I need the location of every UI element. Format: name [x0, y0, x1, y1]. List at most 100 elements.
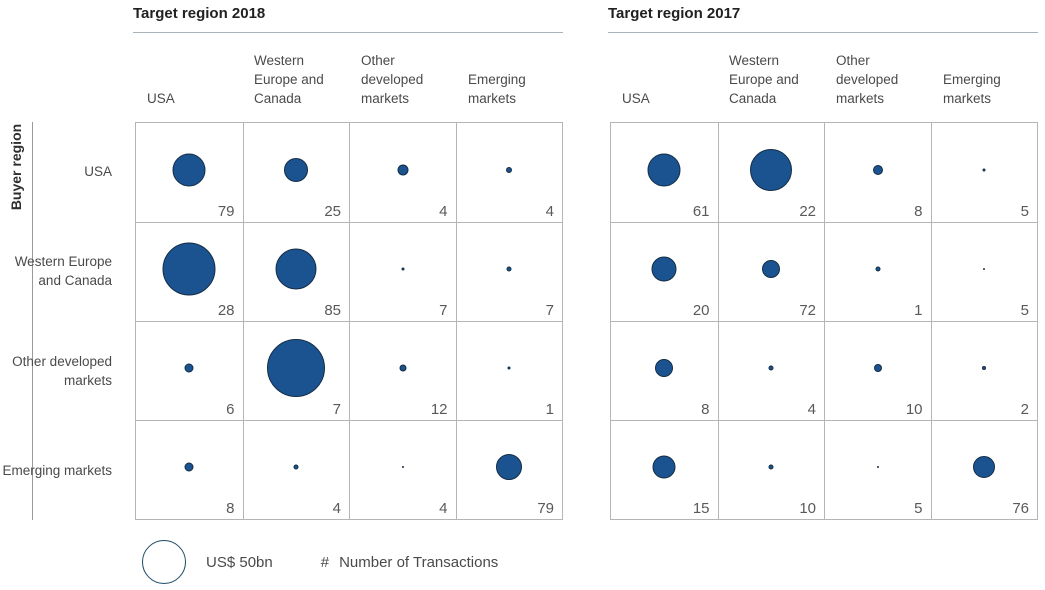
deal-value-bubble — [768, 464, 774, 470]
deal-value-bubble — [651, 256, 677, 282]
buyer-region-axis-line — [32, 122, 33, 520]
chart-target-region-2017: Target region 2017 USA Western Europe and… — [608, 0, 1038, 560]
column-header: Emerging markets — [943, 72, 1001, 106]
matrix-cell: 8 — [824, 123, 931, 222]
legend-size-label: US$ 50bn — [206, 553, 273, 571]
transaction-count: 1 — [914, 302, 923, 319]
matrix-cell: 1 — [455, 321, 562, 420]
deal-value-bubble — [973, 456, 996, 479]
transaction-count: 10 — [799, 500, 816, 517]
bubble-grid: 61 22 8 5 20 72 1 5 8 4 10 2 15 10 5 76 — [610, 122, 1038, 520]
deal-value-bubble — [652, 455, 676, 479]
deal-value-bubble — [983, 268, 986, 271]
deal-value-bubble — [284, 157, 309, 182]
column-header: Western Europe and Canada — [254, 53, 324, 106]
deal-value-bubble — [401, 466, 404, 469]
matrix-cell: 25 — [242, 123, 350, 222]
deal-value-bubble — [496, 454, 523, 481]
matrix-cell: 76 — [930, 420, 1037, 519]
deal-value-bubble — [872, 164, 883, 175]
deal-value-bubble — [876, 466, 879, 469]
legend: US$ 50bn # Number of Transactions — [142, 538, 498, 586]
matrix-cell: 8 — [611, 321, 718, 420]
deal-value-bubble — [267, 339, 326, 398]
matrix-cell: 4 — [349, 123, 456, 222]
deal-value-bubble — [875, 266, 881, 272]
deal-value-bubble — [647, 153, 681, 187]
column-header: Emerging markets — [468, 72, 526, 106]
deal-value-bubble — [982, 168, 986, 172]
matrix-cell: 15 — [611, 420, 718, 519]
transaction-count: 79 — [537, 500, 554, 517]
transaction-count: 4 — [332, 500, 341, 517]
transaction-count: 4 — [439, 500, 448, 517]
row-label: Western Europe and Canada — [14, 254, 112, 289]
matrix-cell: 72 — [717, 222, 824, 321]
transaction-count: 28 — [217, 302, 235, 319]
deal-value-bubble — [507, 366, 511, 370]
transaction-count: 7 — [439, 302, 448, 319]
column-headers: USA Western Europe and Canada Other develo… — [135, 44, 563, 114]
transaction-count: 5 — [1020, 302, 1029, 319]
matrix-cell: 85 — [242, 222, 349, 321]
column-header: USA — [622, 91, 650, 106]
matrix-cell: 22 — [717, 123, 825, 222]
column-headers: USA Western Europe and Canada Other develo… — [610, 44, 1038, 114]
matrix-cell: 5 — [930, 123, 1038, 222]
deal-value-bubble — [762, 260, 781, 279]
deal-value-bubble — [873, 364, 882, 373]
deal-value-bubble — [768, 365, 774, 371]
matrix-cell: 4 — [242, 420, 349, 519]
row-label: Other developed markets — [12, 353, 112, 388]
deal-value-bubble — [982, 366, 987, 371]
transaction-count: 20 — [692, 302, 710, 319]
transaction-count: 4 — [807, 401, 816, 418]
title-underline — [608, 32, 1038, 33]
deal-value-bubble — [401, 267, 405, 271]
chart-target-region-2018: Target region 2018 USA Western Europe and… — [133, 0, 563, 560]
transaction-count: 61 — [692, 203, 710, 220]
deal-value-bubble — [750, 148, 793, 191]
matrix-cell: 1 — [824, 222, 931, 321]
matrix-cell: 6 — [136, 321, 243, 420]
column-header: Other developed markets — [361, 53, 424, 106]
deal-value-bubble — [293, 464, 299, 470]
matrix-cell: 28 — [136, 222, 243, 321]
matrix-cell: 79 — [136, 123, 243, 222]
deal-value-bubble — [184, 462, 194, 472]
deal-value-bubble — [399, 364, 407, 372]
row-label-column: USA Western Europe and Canada Other develo… — [0, 122, 125, 520]
transaction-count: 85 — [324, 302, 341, 319]
row-label: Emerging markets — [2, 462, 112, 478]
transaction-count: 72 — [799, 302, 816, 319]
transaction-count: 15 — [692, 500, 710, 517]
matrix-cell: 7 — [455, 222, 562, 321]
matrix-cell: 5 — [824, 420, 931, 519]
matrix-cell: 8 — [136, 420, 243, 519]
matrix-cell: 2 — [930, 321, 1037, 420]
legend-count-label: Number of Transactions — [339, 553, 499, 571]
deal-value-bubble — [397, 164, 409, 176]
column-header: Western Europe and Canada — [729, 53, 799, 106]
matrix-cell: 20 — [611, 222, 718, 321]
deal-value-bubble — [655, 359, 674, 378]
transaction-count: 4 — [439, 203, 448, 220]
transaction-count: 5 — [914, 500, 923, 517]
transaction-count: 25 — [324, 203, 341, 220]
transaction-count: 5 — [1020, 203, 1029, 220]
transaction-count: 2 — [1020, 401, 1029, 418]
matrix-cell: 5 — [930, 222, 1037, 321]
transaction-count: 79 — [217, 203, 235, 220]
legend-size-circle-icon — [142, 540, 186, 584]
chart-title: Target region 2017 — [608, 5, 741, 22]
matrix-cell: 7 — [349, 222, 456, 321]
column-header: Other developed markets — [836, 53, 899, 106]
legend-count-symbol: # — [320, 553, 330, 571]
transaction-count: 4 — [545, 203, 554, 220]
transaction-count: 6 — [226, 401, 235, 418]
bubble-grid: 79 25 4 4 28 85 7 7 6 7 12 1 8 4 4 79 — [135, 122, 563, 520]
matrix-cell: 4 — [349, 420, 456, 519]
transaction-count: 7 — [545, 302, 554, 319]
title-underline — [133, 32, 563, 33]
matrix-cell: 61 — [611, 123, 718, 222]
